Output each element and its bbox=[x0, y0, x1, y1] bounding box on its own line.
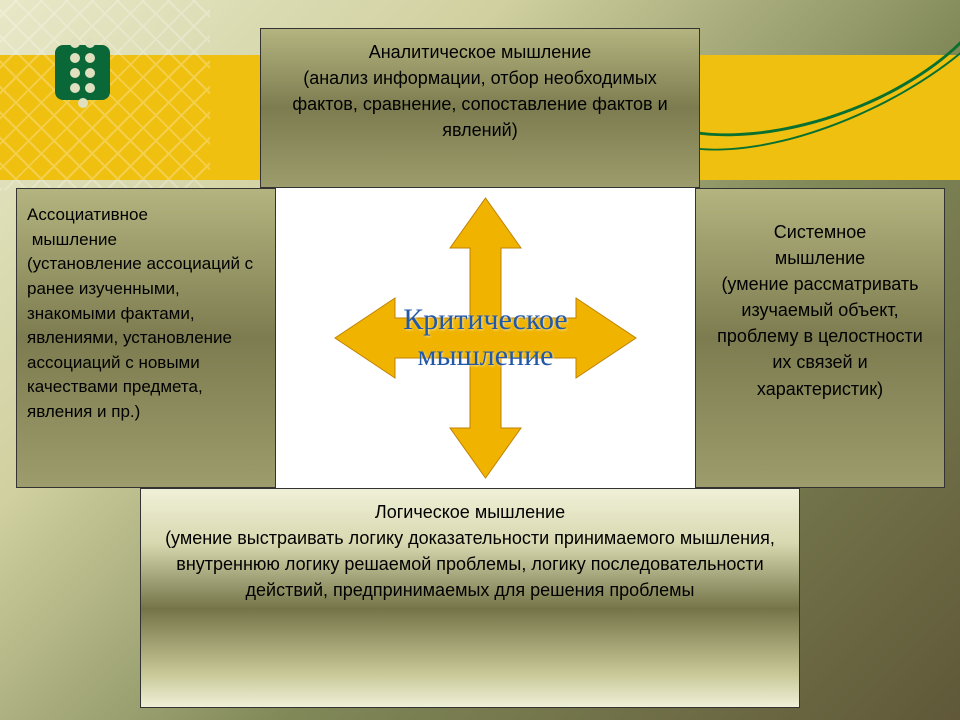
box-left-title: Ассоциативное мышление bbox=[27, 203, 265, 252]
box-left: Ассоциативное мышление (установление асс… bbox=[16, 188, 276, 488]
box-top: Аналитическое мышление (анализ информаци… bbox=[260, 28, 700, 188]
center-label-line2: мышление bbox=[418, 339, 554, 372]
box-left-body: (установление ассоциаций с ранее изученн… bbox=[27, 252, 265, 424]
center-label-line1: Критическое bbox=[403, 303, 567, 336]
box-right-body: (умение рассматривать изучаемый объект, … bbox=[708, 271, 932, 401]
box-bottom: Логическое мышление (умение выстраивать … bbox=[140, 488, 800, 708]
box-top-title: Аналитическое мышление bbox=[273, 39, 687, 65]
center-label: Критическое мышление bbox=[276, 188, 695, 488]
box-right: Системноемышление (умение рассматривать … bbox=[695, 188, 945, 488]
box-top-body: (анализ информации, отбор необходимых фа… bbox=[273, 65, 687, 143]
box-right-title: Системноемышление bbox=[708, 219, 932, 271]
box-bottom-title: Логическое мышление bbox=[153, 499, 787, 525]
ornament-icon bbox=[55, 45, 110, 100]
box-bottom-body: (умение выстраивать логику доказательнос… bbox=[153, 525, 787, 603]
